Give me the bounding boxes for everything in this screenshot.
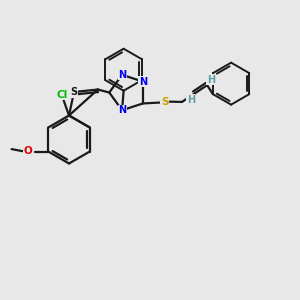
Text: H: H xyxy=(187,94,195,104)
Text: H: H xyxy=(207,75,215,85)
Text: N: N xyxy=(118,70,126,80)
Text: N: N xyxy=(118,105,126,115)
Text: O: O xyxy=(24,146,32,157)
Text: S: S xyxy=(161,97,168,107)
Text: N: N xyxy=(139,76,147,87)
Text: Cl: Cl xyxy=(56,90,67,100)
Text: S: S xyxy=(70,87,78,97)
